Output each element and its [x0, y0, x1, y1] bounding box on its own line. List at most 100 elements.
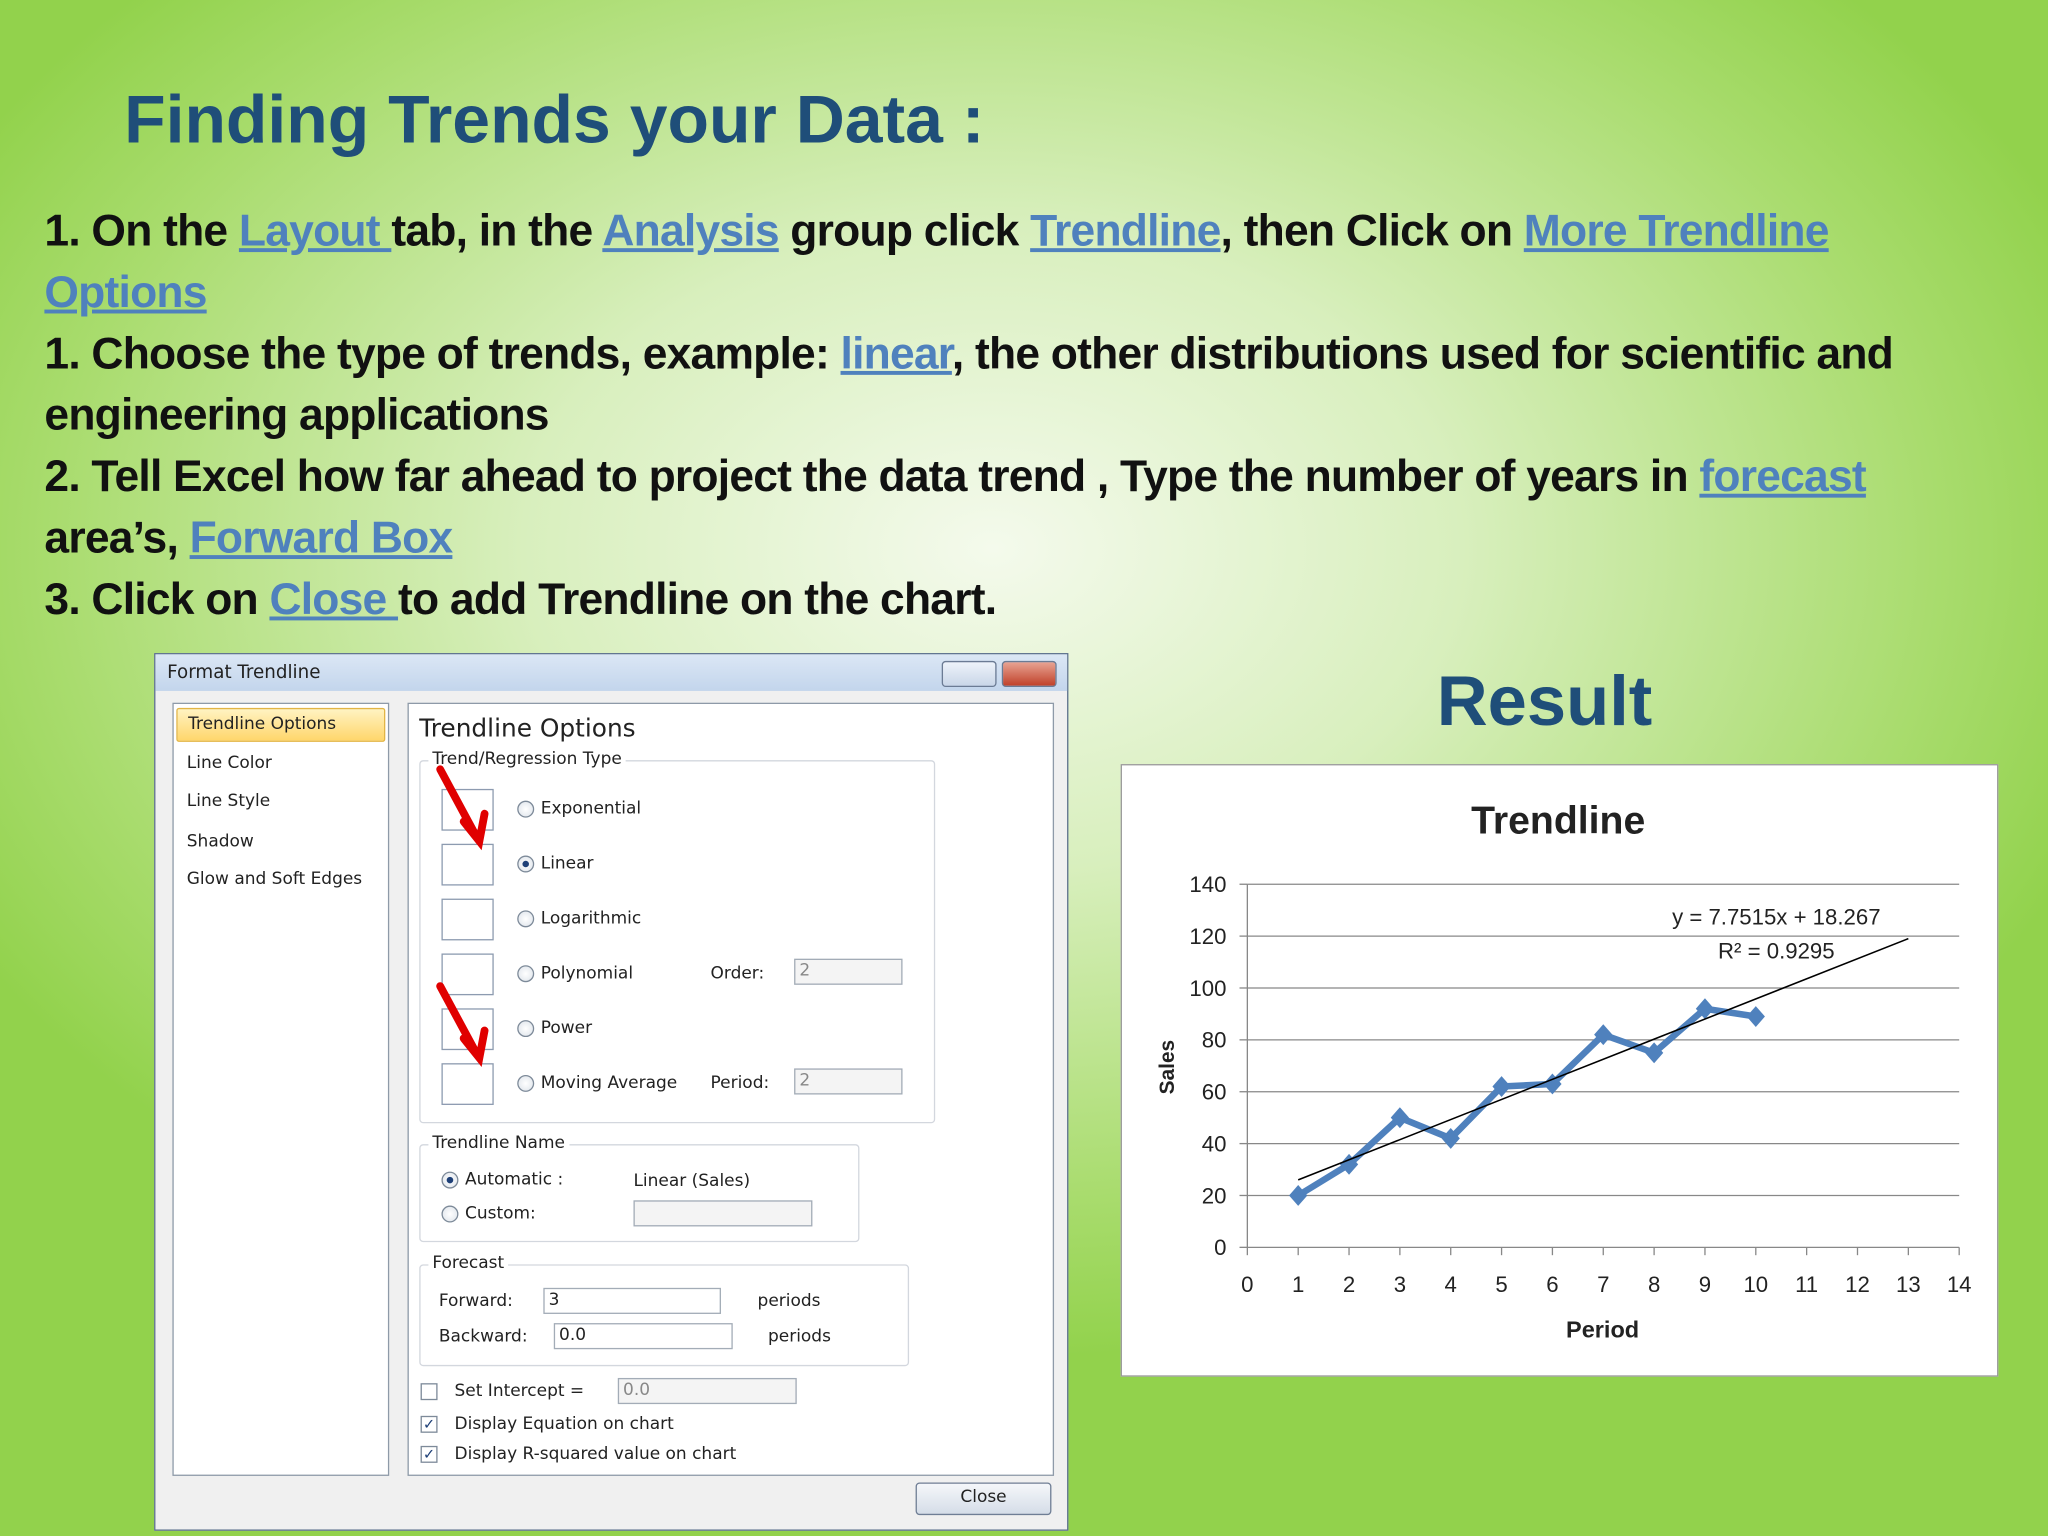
group-label: Forecast — [428, 1253, 509, 1274]
instruction-text: , then Click on — [1220, 206, 1524, 256]
x-tick-label: 3 — [1394, 1272, 1406, 1297]
intercept-checkbox[interactable] — [420, 1383, 438, 1401]
custom-input[interactable] — [633, 1200, 813, 1227]
trendline-equation: y = 7.7515x + 18.267 — [1672, 905, 1880, 930]
nav-item[interactable]: Trendline Options — [176, 707, 386, 742]
y-tick-label: 140 — [1189, 872, 1226, 897]
instruction-link[interactable]: Close — [269, 574, 399, 625]
data-point — [1695, 998, 1715, 1020]
trendline — [1297, 937, 1909, 1181]
slide-title: Finding Trends your Data : — [124, 82, 985, 159]
group-label: Trend/Regression Type — [428, 749, 626, 770]
instruction-link[interactable]: linear — [840, 329, 953, 379]
y-tick-label: 40 — [1202, 1131, 1227, 1156]
instructions: 1. On the Layout tab, in the Analysis gr… — [44, 201, 1964, 631]
nav-item[interactable]: Line Color — [186, 753, 272, 774]
type-radio[interactable] — [517, 910, 535, 928]
x-axis-label: Period — [1566, 1316, 1639, 1342]
type-icon — [441, 1063, 494, 1105]
format-trendline-dialog: Format Trendline Trendline Options Line C… — [154, 653, 1069, 1531]
type-radio[interactable] — [517, 1020, 535, 1038]
type-label: Logarithmic — [540, 909, 642, 929]
name-group: Trendline Name Automatic : Linear (Sales… — [419, 1133, 860, 1243]
y-tick-label: 100 — [1189, 976, 1226, 1001]
automatic-radio[interactable] — [441, 1171, 459, 1189]
panel-heading: Trendline Options — [419, 714, 636, 744]
intercept-input[interactable]: 0.0 — [617, 1377, 797, 1405]
y-axis-label: Sales — [1156, 1040, 1179, 1095]
backward-unit: periods — [767, 1327, 831, 1347]
instruction: 1. Choose the type of trends, example: l… — [44, 324, 1964, 447]
custom-radio[interactable] — [441, 1205, 459, 1223]
instruction-text: area’s, — [44, 513, 190, 563]
param-label: Period: — [710, 1073, 770, 1094]
y-tick-label: 20 — [1202, 1183, 1227, 1208]
x-tick-label: 1 — [1292, 1272, 1304, 1297]
forward-input[interactable]: 3 — [543, 1287, 721, 1314]
dialog-title: Format Trendline — [167, 662, 321, 684]
nav-item[interactable]: Line Style — [186, 791, 271, 812]
intercept-label: Set Intercept = — [454, 1381, 585, 1402]
param-label: Order: — [710, 963, 765, 984]
result-heading: Result — [1436, 662, 1653, 741]
type-label: Polynomial — [540, 963, 634, 984]
type-label: Exponential — [540, 799, 642, 819]
backward-label: Backward: — [438, 1327, 528, 1347]
title-bar — [155, 654, 1068, 691]
equation-checkbox[interactable]: ✓ — [420, 1415, 438, 1433]
instruction-text: to add Trendline on the chart. — [398, 574, 997, 625]
nav-item[interactable]: Glow and Soft Edges — [186, 869, 363, 890]
r2-checkbox[interactable]: ✓ — [420, 1445, 438, 1463]
automatic-value: Linear (Sales) — [633, 1171, 751, 1192]
instruction: 1. On the Layout tab, in the Analysis gr… — [44, 201, 1964, 324]
type-radio[interactable] — [517, 855, 535, 873]
red-arrow — [436, 765, 489, 851]
r2-label: Display R-squared value on chart — [454, 1444, 737, 1465]
instruction-link[interactable]: Forward Box — [189, 513, 454, 563]
x-tick-label: 12 — [1845, 1272, 1870, 1297]
type-radio[interactable] — [517, 1074, 535, 1092]
type-radio[interactable] — [517, 800, 535, 818]
instruction-link[interactable]: forecast — [1699, 451, 1866, 502]
nav-item[interactable]: Shadow — [186, 831, 254, 852]
instruction-link[interactable]: Analysis — [602, 206, 779, 256]
type-icon — [441, 898, 494, 941]
instruction: 2. Tell Excel how far ahead to project t… — [44, 447, 1964, 570]
type-icon — [441, 843, 494, 886]
y-tick-label: 120 — [1189, 924, 1226, 949]
help-button[interactable] — [941, 660, 997, 688]
instruction-link[interactable]: Layout — [238, 206, 392, 256]
x-tick-label: 6 — [1546, 1272, 1558, 1297]
param-input[interactable]: 2 — [794, 1068, 903, 1095]
x-tick-label: 0 — [1241, 1272, 1253, 1297]
x-tick-label: 7 — [1597, 1272, 1609, 1297]
x-tick-label: 14 — [1947, 1272, 1972, 1297]
options-panel: Trendline Options Trend/Regression Type … — [407, 702, 1055, 1476]
red-arrow — [436, 982, 489, 1068]
close-window-button[interactable] — [1001, 660, 1057, 688]
y-tick-label: 60 — [1202, 1080, 1227, 1105]
instruction: 3. Click on Close to add Trendline on th… — [44, 569, 1964, 630]
custom-label: Custom: — [464, 1204, 536, 1224]
x-tick-label: 4 — [1445, 1272, 1457, 1297]
x-tick-label: 8 — [1648, 1272, 1660, 1297]
x-tick-label: 9 — [1699, 1272, 1711, 1297]
forward-unit: periods — [757, 1291, 821, 1312]
instruction-link[interactable]: Trendline — [1030, 206, 1221, 256]
instruction-link[interactable]: More Trendline Options — [44, 206, 1829, 318]
close-button[interactable]: Close — [915, 1482, 1052, 1516]
type-label: Linear — [540, 854, 594, 874]
instruction-text: , the other distributions used for scien… — [44, 329, 1894, 441]
instruction-text: 2. Tell Excel how far ahead to project t… — [44, 451, 1700, 502]
annotation-arrows — [436, 765, 489, 1068]
forward-label: Forward: — [438, 1291, 513, 1312]
param-input[interactable]: 2 — [794, 958, 903, 985]
data-point — [1492, 1076, 1511, 1097]
type-radio[interactable] — [517, 965, 535, 983]
type-group: Trend/Regression Type Exponential Linear L… — [419, 749, 936, 1124]
backward-input[interactable]: 0.0 — [553, 1323, 733, 1350]
data-point — [1746, 1006, 1765, 1027]
